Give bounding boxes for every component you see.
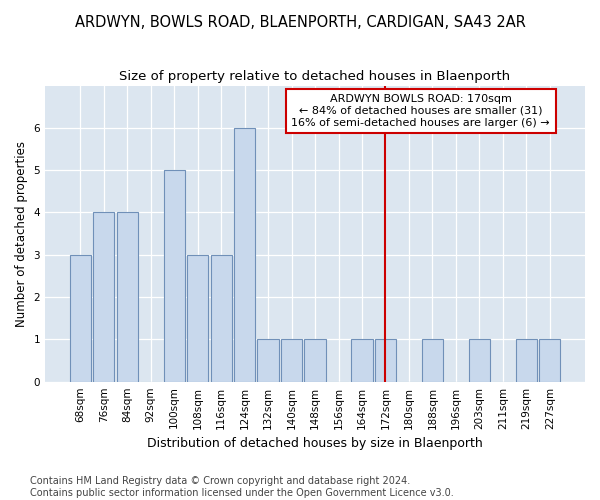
Text: Contains HM Land Registry data © Crown copyright and database right 2024.
Contai: Contains HM Land Registry data © Crown c… [30, 476, 454, 498]
Bar [187, 255, 208, 382]
Bar [211, 255, 232, 382]
Bar [304, 340, 326, 382]
Y-axis label: Number of detached properties: Number of detached properties [15, 140, 28, 326]
X-axis label: Distribution of detached houses by size in Blaenporth: Distribution of detached houses by size … [147, 437, 483, 450]
Bar [469, 340, 490, 382]
Bar [539, 340, 560, 382]
Bar [516, 340, 537, 382]
Bar [116, 212, 137, 382]
Bar [422, 340, 443, 382]
Bar [375, 340, 396, 382]
Bar [234, 128, 255, 382]
Title: Size of property relative to detached houses in Blaenporth: Size of property relative to detached ho… [119, 70, 511, 83]
Text: ARDWYN, BOWLS ROAD, BLAENPORTH, CARDIGAN, SA43 2AR: ARDWYN, BOWLS ROAD, BLAENPORTH, CARDIGAN… [74, 15, 526, 30]
Text: ARDWYN BOWLS ROAD: 170sqm
← 84% of detached houses are smaller (31)
16% of semi-: ARDWYN BOWLS ROAD: 170sqm ← 84% of detac… [292, 94, 550, 128]
Bar [70, 255, 91, 382]
Bar [352, 340, 373, 382]
Bar [93, 212, 114, 382]
Bar [281, 340, 302, 382]
Bar [164, 170, 185, 382]
Bar [257, 340, 278, 382]
